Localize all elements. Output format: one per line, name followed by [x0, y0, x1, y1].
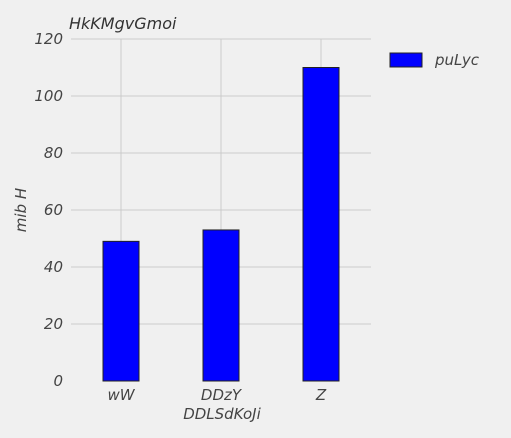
legend-label: puLyc	[434, 51, 480, 69]
x-tick-labels: wW DDzY Z	[107, 386, 326, 404]
x-tick-label: wW	[107, 386, 135, 404]
bar	[302, 67, 340, 382]
legend-swatch	[389, 52, 423, 68]
x-tick-label: Z	[315, 386, 327, 404]
legend: puLyc	[389, 51, 480, 69]
y-tick-label: 60	[44, 201, 63, 219]
chart-title: HkKMgvGmoi	[69, 14, 177, 33]
bar	[202, 229, 240, 382]
x-axis-label: DDLSdKoJi	[183, 405, 261, 423]
y-tick-label: 40	[44, 258, 63, 276]
bar	[102, 240, 140, 382]
x-tick-label: DDzY	[201, 386, 243, 404]
bars	[102, 67, 340, 382]
y-tick-label: 120	[34, 30, 63, 48]
y-axis-label: mib H	[12, 188, 30, 232]
y-tick-label: 80	[44, 144, 63, 162]
y-tick-label: 20	[44, 315, 63, 333]
y-tick-label: 0	[53, 372, 63, 390]
y-tick-label: 100	[34, 87, 63, 105]
y-tick-labels: 0 20 40 60 80 100 120	[34, 30, 63, 390]
